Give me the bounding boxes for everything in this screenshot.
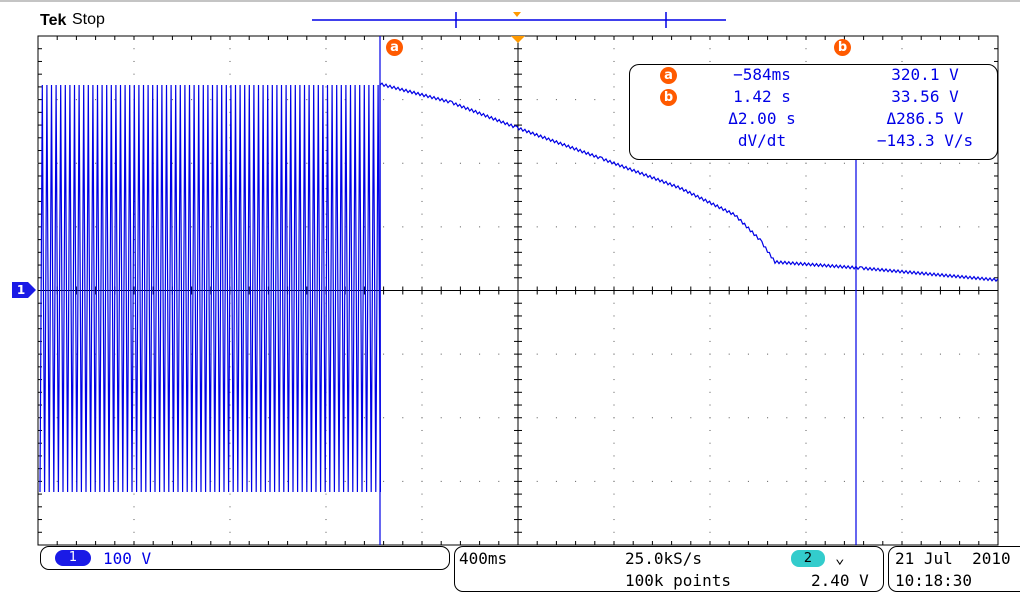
trigger-point-icon <box>511 36 525 43</box>
readout-a-badge: a <box>660 67 677 84</box>
cursor-a-value: 320.1 V <box>891 65 959 84</box>
delta-time: Δ2.00 s <box>728 109 796 128</box>
time-per-division: 400ms <box>459 549 508 568</box>
sample-rate: 25.0kS/s <box>625 549 703 568</box>
record-view-bar <box>312 12 726 28</box>
waveform-path <box>39 82 999 493</box>
cursor-a-time: −584ms <box>733 65 791 84</box>
cursor-b-value: 33.56 V <box>891 87 959 106</box>
datetime-box: 21 Jul 2010 10:18:30 <box>888 546 1020 592</box>
ground-marker-label: 1 <box>16 283 26 297</box>
trigger-level: 2.40 V <box>811 571 869 590</box>
brand-logo: Tek <box>40 12 67 29</box>
cursor-b-time: 1.42 s <box>733 87 791 106</box>
channel-1-scale: 100 V <box>103 549 152 568</box>
timebase-box[interactable]: 400ms 25.0kS/s 100k points 2 ⌄ 2.40 V <box>454 546 884 592</box>
trigger-source-badge[interactable]: 2 <box>791 550 825 567</box>
channel-1-badge[interactable]: 1 <box>55 550 91 566</box>
time: 10:18:30 <box>895 571 973 590</box>
falling-edge-icon: ⌄ <box>835 548 845 567</box>
trigger-position-marker <box>513 12 521 17</box>
cursor-b-badge[interactable]: b <box>834 39 851 56</box>
delta-value: Δ286.5 V <box>886 109 964 128</box>
rate-label: dV/dt <box>737 131 787 150</box>
channel-1-scale-box[interactable]: 1 100 V <box>40 546 450 570</box>
cursor-a-badge[interactable]: a <box>386 39 403 56</box>
channel-1-trace <box>39 82 999 493</box>
cursor-readout-panel: a −584ms 320.1 V b 1.42 s 33.56 V Δ2.00 … <box>629 64 998 160</box>
date: 21 Jul 2010 <box>895 549 1011 568</box>
record-length: 100k points <box>625 571 731 590</box>
readout-b-badge: b <box>660 89 677 106</box>
acquisition-state: Stop <box>72 11 105 28</box>
rate-value: −143.3 V/s <box>876 131 974 150</box>
ground-marker-icon <box>12 282 36 298</box>
